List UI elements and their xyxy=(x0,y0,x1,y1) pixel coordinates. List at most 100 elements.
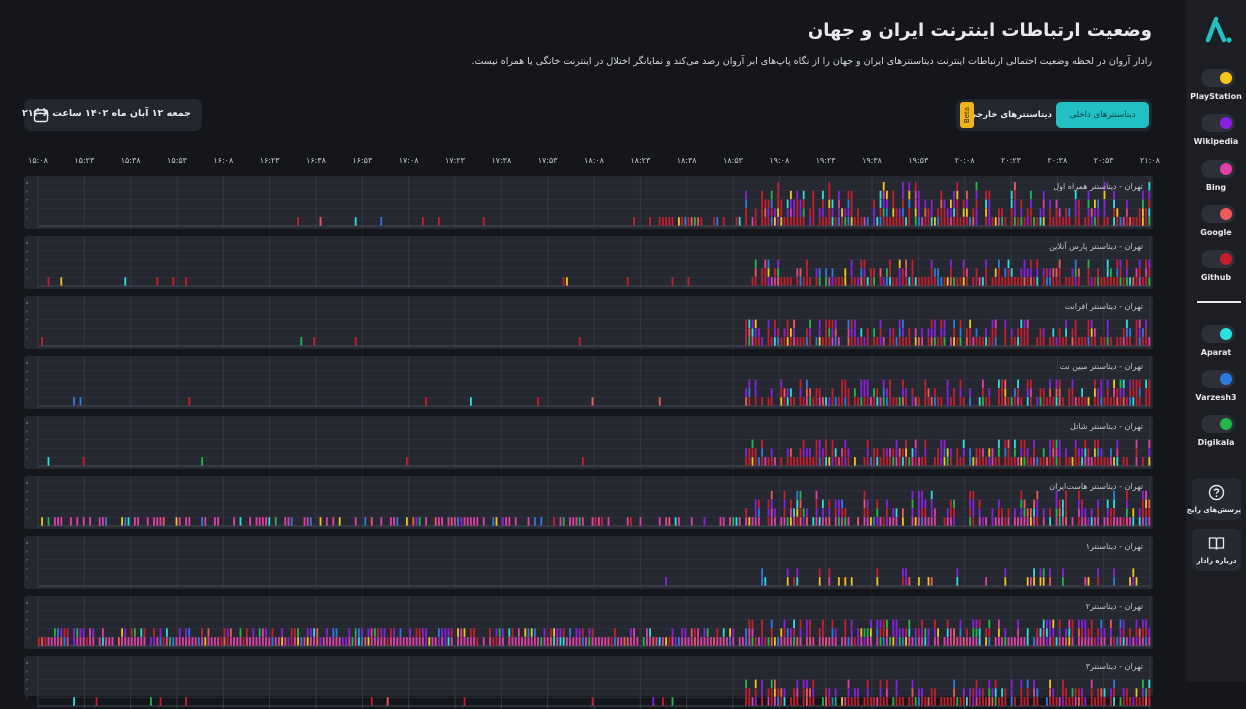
status-mark xyxy=(1007,508,1010,517)
status-mark xyxy=(975,457,978,466)
status-mark xyxy=(937,637,939,646)
status-mark xyxy=(1039,397,1042,406)
status-mark xyxy=(422,628,424,637)
status-mark xyxy=(930,328,933,337)
status-mark xyxy=(1065,457,1067,466)
status-mark xyxy=(972,208,975,217)
toggle-switch[interactable] xyxy=(1201,415,1235,433)
chart-row[interactable]: ۰ ۱ ۲ ۳ ۴ ۵ تهران - دیتاسنتر همراه اول xyxy=(24,176,1153,229)
status-mark xyxy=(831,697,834,706)
status-mark xyxy=(281,628,283,637)
status-mark xyxy=(783,397,786,406)
status-mark xyxy=(1119,217,1122,226)
service-google-toggle[interactable]: Google xyxy=(1186,205,1246,247)
status-mark xyxy=(1068,277,1071,286)
time-tick: ۲۰:۲۳ xyxy=(1001,156,1021,165)
status-mark xyxy=(684,628,687,637)
status-mark xyxy=(774,688,776,697)
status-mark xyxy=(770,508,773,517)
status-mark xyxy=(1084,508,1087,517)
service-digikala-toggle[interactable]: Digikala xyxy=(1186,415,1246,457)
status-mark xyxy=(1042,388,1045,397)
status-mark xyxy=(962,448,965,457)
faq-button[interactable]: پرسش‌های رایج xyxy=(1187,478,1241,520)
status-mark xyxy=(892,508,895,517)
status-mark xyxy=(985,328,987,337)
status-mark xyxy=(1090,637,1093,646)
toggle-switch[interactable] xyxy=(1201,160,1235,178)
toggle-switch[interactable] xyxy=(1201,69,1235,87)
status-mark xyxy=(834,277,837,286)
date-picker[interactable]: جمعه ۱۲ آبان ماه ۱۴۰۲ ساعت ۲۱:۰۸ xyxy=(22,99,202,131)
toggle-switch[interactable] xyxy=(1201,370,1235,388)
status-mark xyxy=(338,517,341,526)
status-mark xyxy=(857,208,859,217)
toggle-switch[interactable] xyxy=(1201,205,1235,223)
status-mark xyxy=(898,457,901,466)
status-mark xyxy=(911,499,914,508)
service-bing-toggle[interactable]: Bing xyxy=(1186,160,1246,202)
chart-row[interactable]: ۰ ۱ ۲ ۳ ۴ ۵ تهران - دیتاسنتر۳ xyxy=(24,656,1153,709)
status-mark xyxy=(847,208,850,217)
status-mark xyxy=(994,457,997,466)
status-mark xyxy=(962,217,965,226)
status-mark xyxy=(1007,397,1010,406)
about-button[interactable]: درباره رادار xyxy=(1192,529,1241,571)
status-mark xyxy=(790,190,792,200)
status-mark xyxy=(924,199,927,208)
service-playstation-toggle[interactable]: PlayStation xyxy=(1186,69,1246,111)
status-mark xyxy=(1014,448,1016,457)
chart-row[interactable]: ۰ ۱ ۲ ۳ ۴ ۵ تهران - دیتاسنتر پارس آنلاین xyxy=(24,236,1153,289)
toggle-switch[interactable] xyxy=(1201,250,1235,268)
status-mark xyxy=(780,388,783,397)
status-mark xyxy=(898,319,901,328)
status-mark xyxy=(1078,628,1080,637)
time-tick: ۱۶:۳۸ xyxy=(306,156,326,165)
status-mark xyxy=(694,637,696,646)
service-varzesh3-toggle[interactable]: Varzesh3 xyxy=(1186,370,1246,412)
status-mark xyxy=(998,517,1000,526)
status-mark xyxy=(879,628,882,637)
status-mark xyxy=(1148,268,1151,277)
status-mark xyxy=(876,448,879,457)
toggle-switch[interactable] xyxy=(1201,114,1235,132)
chart-row[interactable]: ۰ ۱ ۲ ۳ ۴ ۵ تهران - دیتاسنتر۱ xyxy=(24,536,1153,589)
status-mark xyxy=(1110,688,1112,697)
toggle-switch[interactable] xyxy=(1201,325,1235,343)
status-mark xyxy=(841,379,843,388)
service-aparat-toggle[interactable]: Aparat xyxy=(1186,325,1246,367)
status-mark xyxy=(1071,619,1074,628)
status-mark xyxy=(799,637,802,646)
chart-row[interactable]: ۰ ۱ ۲ ۳ ۴ ۵ تهران - دیتاسنتر هاست‌ایران xyxy=(24,476,1153,529)
status-mark xyxy=(1113,679,1115,688)
status-mark xyxy=(902,379,904,388)
status-mark xyxy=(796,217,799,226)
status-mark xyxy=(1094,208,1096,217)
status-mark xyxy=(994,517,997,526)
chart-row[interactable]: ۰ ۱ ۲ ۳ ۴ ۵ تهران - دیتاسنتر مبین نت xyxy=(24,356,1153,409)
status-mark xyxy=(754,679,757,688)
chart-row[interactable]: ۰ ۱ ۲ ۳ ۴ ۵ تهران - دیتاسنتر۲ xyxy=(24,596,1153,649)
status-mark xyxy=(1023,439,1026,448)
chart-row[interactable]: ۰ ۱ ۲ ۳ ۴ ۵ تهران - دیتاسنتر افرانت xyxy=(24,296,1153,349)
tab-external-datacenters[interactable]: دیتاسنترهای خارجی xyxy=(968,110,1052,120)
status-mark xyxy=(1052,328,1055,337)
tab-internal-datacenters[interactable]: دیتاسنترهای داخلی xyxy=(1056,102,1149,128)
chart-row[interactable]: ۰ ۱ ۲ ۳ ۴ ۵ تهران - دیتاسنتر شاتل xyxy=(24,416,1153,469)
service-label: Digikala xyxy=(1197,438,1235,447)
service-github-toggle[interactable]: Github xyxy=(1186,250,1246,292)
status-mark xyxy=(937,397,939,406)
status-mark xyxy=(831,628,834,637)
status-mark xyxy=(1074,328,1077,337)
y-tick: ۱ xyxy=(26,695,28,700)
status-mark xyxy=(815,517,818,526)
service-wikipedia-toggle[interactable]: Wikipedia xyxy=(1186,114,1246,156)
status-mark xyxy=(988,217,991,226)
status-mark xyxy=(886,457,888,466)
status-mark xyxy=(882,619,885,628)
status-mark xyxy=(844,208,847,217)
status-mark xyxy=(620,637,623,646)
status-mark xyxy=(780,688,783,697)
status-mark xyxy=(1100,619,1103,628)
status-mark xyxy=(79,397,82,406)
